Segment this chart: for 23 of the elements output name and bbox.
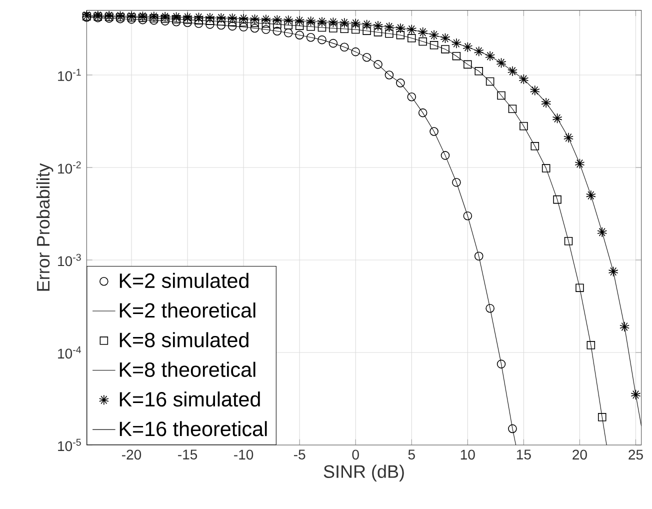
- legend-label: K=16 simulated: [120, 391, 260, 407]
- legend-label: K=8 theoretical: [120, 362, 256, 377]
- y-tick-label: 10$^{-4}$: [58, 346, 82, 359]
- y-tick-label: 10$^{-3}$: [58, 254, 81, 266]
- x-tick-label: 5: [408, 450, 415, 460]
- x-tick-label: 25: [628, 450, 643, 460]
- legend-label: K=16 theoretical: [120, 421, 267, 436]
- x-tick-label: 10: [460, 450, 475, 460]
- x-tick-label: 15: [516, 450, 531, 460]
- legend-label: K=2 simulated: [120, 272, 248, 288]
- x-tick-label: 20: [572, 450, 587, 460]
- x-tick-label: -5: [294, 450, 306, 460]
- legend-label: K=2 theoretical: [120, 302, 256, 318]
- x-tick-label: -15: [178, 450, 198, 460]
- y-axis-title: Error Probability: [36, 163, 54, 291]
- x-tick-label: -20: [122, 450, 142, 460]
- y-tick-label: 10$^{-1}$: [58, 68, 81, 82]
- x-tick-label: 0: [352, 450, 359, 460]
- x-axis-title: SINR (dB): [324, 464, 404, 482]
- legend-label: K=8 simulated: [120, 332, 248, 348]
- y-tick-label: 10$^{-5}$: [58, 438, 81, 452]
- y-tick-label: 10$^{-2}$: [58, 161, 81, 174]
- x-tick-label: -10: [234, 450, 254, 460]
